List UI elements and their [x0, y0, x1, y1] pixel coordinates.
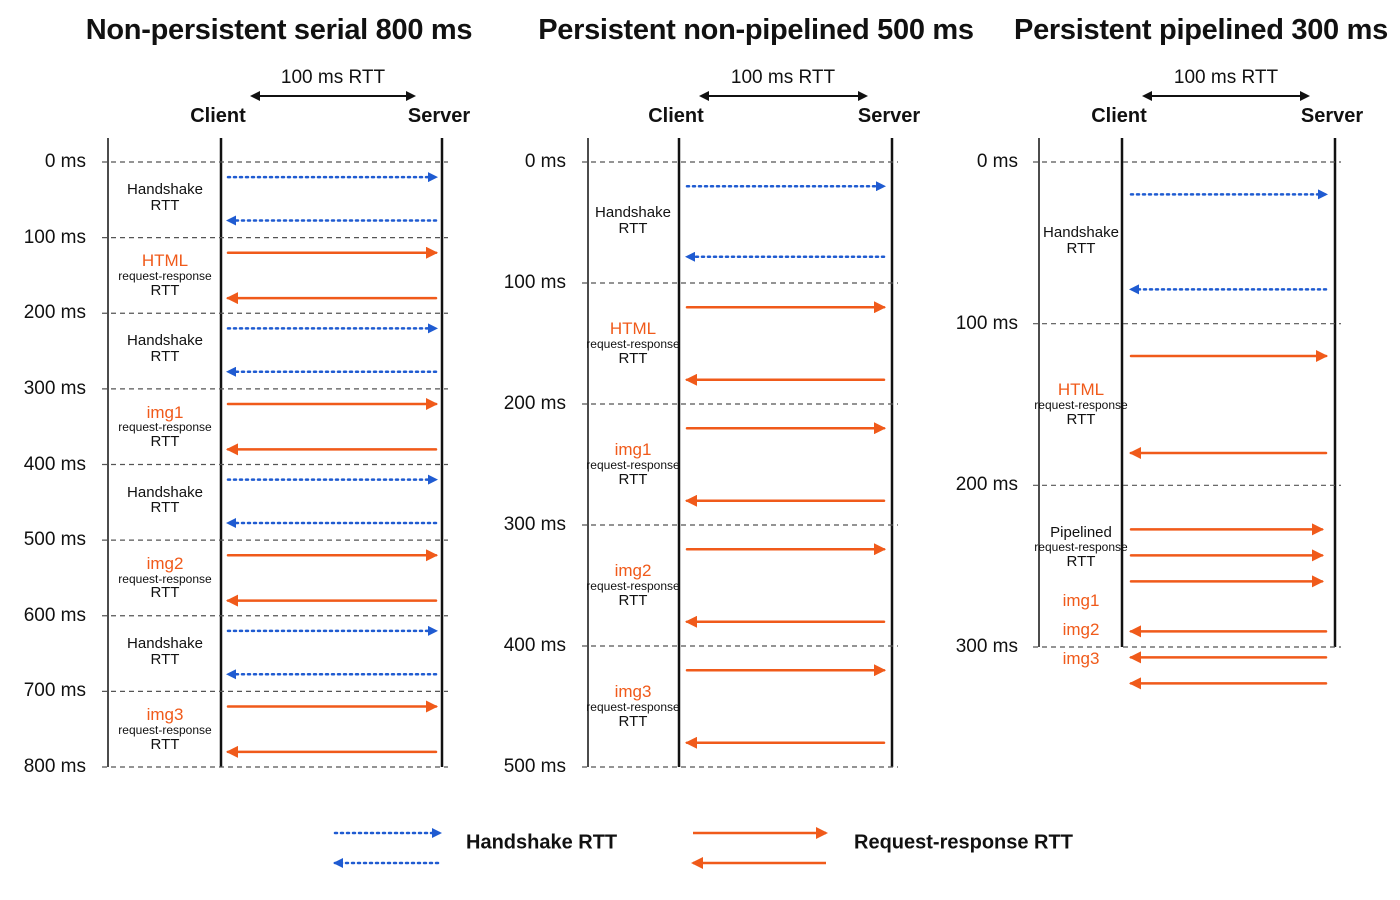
- handshake-label: Handshake RTT: [1043, 225, 1119, 257]
- client-header: Client: [190, 105, 246, 127]
- request-response-label: img1 request-response RTT: [118, 402, 212, 451]
- pipelined-item-label: img1: [1062, 591, 1100, 611]
- server-header: Server: [1300, 105, 1364, 127]
- client-header: Client: [648, 105, 704, 127]
- segment-rtt-label: RTT: [618, 470, 648, 488]
- segment-main-label: HTML: [1057, 380, 1105, 400]
- time-tick-label: 700 ms: [23, 680, 86, 702]
- segment-main-label: Handshake: [127, 634, 203, 652]
- request-response-label: img1 request-response RTT: [586, 441, 679, 487]
- segment-main-label: Pipelined: [1050, 524, 1112, 542]
- segment-rtt-label: RTT: [150, 433, 180, 451]
- segment-main-label: HTML: [141, 251, 189, 271]
- time-tick-label: 500 ms: [503, 756, 566, 777]
- segment-rtt-label: RTT: [618, 591, 648, 609]
- request-response-label: img3 request-response RTT: [586, 683, 679, 729]
- segment-rtt-label: RTT: [150, 499, 180, 517]
- request-response-label: HTML request-response RTT: [586, 320, 679, 366]
- handshake-label: Handshake RTT: [127, 483, 203, 517]
- time-tick-label: 100 ms: [23, 226, 86, 248]
- rtt-scale-label: 100 ms RTT: [730, 67, 836, 88]
- panel-title: Non-persistent serial 800 ms: [85, 14, 473, 46]
- client-header: Client: [1091, 105, 1147, 127]
- segment-rtt-label: RTT: [150, 650, 180, 668]
- handshake-label: Handshake RTT: [595, 203, 671, 237]
- segment-sub-label: request-response: [118, 722, 212, 737]
- time-tick-label: 200 ms: [955, 474, 1018, 496]
- time-tick-label: 600 ms: [23, 604, 86, 626]
- panel-title: Persistent non-pipelined 500 ms: [538, 14, 974, 46]
- server-header: Server: [407, 105, 471, 127]
- segment-rtt-label: RTT: [150, 584, 180, 602]
- rtt-scale-label: 100 ms RTT: [280, 67, 386, 88]
- segment-rtt-label: RTT: [150, 281, 180, 299]
- time-tick-label: 100 ms: [503, 272, 566, 293]
- time-tick-label: 100 ms: [955, 312, 1018, 334]
- segment-main-label: HTML: [609, 319, 657, 339]
- segment-sub-label: request-response: [1034, 540, 1128, 555]
- segment-rtt-label: RTT: [618, 349, 648, 367]
- segment-rtt-label: RTT: [618, 219, 648, 237]
- time-tick-label: 300 ms: [503, 514, 566, 535]
- segment-sub-label: request-response: [586, 337, 680, 352]
- handshake-label: Handshake RTT: [127, 333, 203, 365]
- segment-rtt-label: RTT: [1066, 552, 1096, 570]
- time-tick-label: 500 ms: [23, 529, 86, 551]
- segment-rtt-label: RTT: [150, 348, 180, 366]
- panel-title: Persistent pipelined 300 ms: [1014, 14, 1388, 46]
- request-response-label: HTML request-response RTT: [1034, 381, 1127, 427]
- legend-handshake-label: Handshake RTT: [466, 831, 618, 854]
- pipelined-item-label: img2: [1062, 620, 1100, 640]
- time-tick-label: 200 ms: [503, 393, 566, 414]
- segment-main-label: Handshake: [595, 203, 671, 221]
- segment-main-label: img3: [146, 705, 184, 725]
- handshake-label: Handshake RTT: [127, 182, 203, 214]
- request-response-label: img3 request-response RTT: [118, 706, 211, 752]
- time-tick-label: 200 ms: [23, 302, 86, 324]
- pipelined-item-label: img3: [1062, 649, 1100, 669]
- segment-main-label: Handshake: [127, 332, 203, 350]
- request-response-label: HTML request-response RTT: [118, 252, 211, 298]
- segment-main-label: Handshake: [127, 483, 203, 501]
- time-tick-label: 400 ms: [503, 635, 566, 656]
- segment-sub-label: request-response: [586, 458, 680, 473]
- pipelined-label: Pipelined request-response RTT: [1034, 525, 1127, 569]
- segment-sub-label: request-response: [118, 269, 212, 284]
- segment-main-label: img2: [614, 561, 652, 581]
- segment-rtt-label: RTT: [1066, 239, 1096, 257]
- time-tick-label: 0 ms: [976, 151, 1018, 172]
- time-tick-label: 0 ms: [524, 151, 566, 172]
- segment-sub-label: request-response: [586, 579, 680, 594]
- time-tick-label: 300 ms: [955, 636, 1018, 657]
- segment-sub-label: request-response: [1034, 398, 1128, 413]
- time-tick-label: 300 ms: [23, 377, 86, 399]
- segment-rtt-label: RTT: [618, 712, 648, 730]
- rtt-scale-label: 100 ms RTT: [1173, 67, 1279, 88]
- segment-main-label: img1: [146, 402, 184, 422]
- legend-request-label: Request-response RTT: [854, 831, 1073, 854]
- handshake-label: Handshake RTT: [127, 636, 203, 668]
- server-header: Server: [857, 105, 921, 127]
- segment-rtt-label: RTT: [1066, 410, 1096, 428]
- segment-main-label: img1: [614, 440, 652, 460]
- segment-main-label: img3: [614, 682, 652, 702]
- segment-rtt-label: RTT: [150, 196, 180, 214]
- segment-rtt-label: RTT: [150, 735, 180, 753]
- time-tick-label: 400 ms: [23, 453, 86, 475]
- segment-main-label: Handshake: [1043, 224, 1119, 242]
- segment-sub-label: request-response: [118, 571, 212, 586]
- time-tick-label: 0 ms: [44, 151, 86, 172]
- request-response-label: img2 request-response RTT: [586, 562, 679, 608]
- request-response-label: img2 request-response RTT: [118, 553, 212, 602]
- segment-main-label: Handshake: [127, 181, 203, 199]
- segment-sub-label: request-response: [118, 420, 212, 435]
- segment-main-label: img2: [146, 553, 184, 573]
- time-tick-label: 800 ms: [23, 756, 86, 777]
- segment-sub-label: request-response: [586, 700, 680, 715]
